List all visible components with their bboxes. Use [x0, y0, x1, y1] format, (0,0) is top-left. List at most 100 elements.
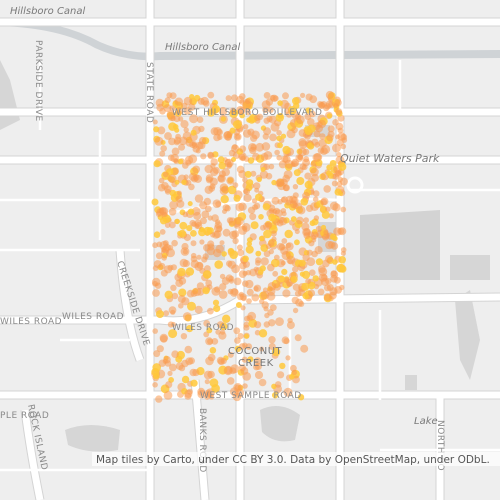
heat-dot — [200, 153, 207, 160]
heat-dot — [204, 205, 212, 213]
heat-dot — [268, 319, 276, 327]
heat-dot — [325, 100, 333, 108]
heat-dot — [235, 202, 245, 212]
heat-dot — [163, 310, 170, 317]
heat-dot — [202, 287, 210, 295]
heat-dot — [224, 158, 234, 168]
heat-dot — [233, 277, 242, 286]
heat-dot — [338, 162, 347, 171]
heat-dot — [268, 208, 275, 214]
heat-dot — [305, 93, 313, 101]
heat-dot — [281, 238, 288, 244]
heat-dot — [263, 306, 269, 312]
heat-dot — [302, 292, 310, 300]
heat-dot — [217, 174, 226, 183]
heat-dot — [284, 108, 290, 114]
label: WILES ROAD — [172, 323, 234, 333]
heat-dot — [237, 293, 244, 301]
heat-dot — [188, 103, 196, 111]
heat-dot — [216, 129, 223, 136]
heat-dot — [281, 268, 288, 275]
heat-dot — [251, 293, 260, 302]
heat-dot — [231, 144, 240, 153]
heat-dot — [207, 151, 214, 159]
heat-dot — [205, 356, 214, 366]
heat-dot — [326, 134, 334, 142]
heat-dot — [340, 247, 347, 253]
heat-dot — [281, 251, 291, 260]
heat-dot — [304, 172, 312, 180]
heat-dot — [321, 144, 331, 154]
heat-dot — [190, 240, 197, 247]
heat-dot — [206, 327, 213, 334]
heat-dot — [182, 312, 192, 321]
heat-dot — [169, 221, 176, 229]
heat-dot — [203, 197, 212, 206]
heat-dot — [226, 260, 233, 267]
heat-dot — [243, 124, 249, 130]
heat-dot — [227, 185, 237, 195]
heat-dot — [160, 145, 167, 152]
heat-dot — [165, 381, 173, 389]
heat-dot — [173, 158, 179, 164]
heat-dot — [207, 91, 215, 99]
heat-dot — [339, 265, 347, 273]
heat-dot — [242, 255, 249, 263]
heat-dot — [222, 228, 231, 237]
heat-dot — [163, 243, 171, 252]
heat-dot — [273, 283, 281, 291]
heat-dot — [335, 155, 345, 165]
heat-dot — [158, 177, 165, 184]
heat-dot — [260, 257, 269, 266]
heat-dot — [254, 357, 262, 365]
heat-dot — [269, 133, 277, 142]
heat-dot — [318, 265, 326, 273]
heat-dot — [258, 235, 265, 242]
heat-dot — [179, 221, 188, 230]
heat-dot — [199, 239, 205, 245]
heat-dot — [223, 366, 233, 376]
heat-dot — [163, 104, 172, 113]
heat-dot — [190, 379, 198, 387]
heat-dot — [297, 154, 304, 161]
label: CREEK — [238, 358, 274, 369]
heat-dot — [305, 278, 311, 285]
heat-dot — [238, 343, 246, 350]
heat-dot — [221, 251, 227, 257]
heat-dot — [338, 255, 347, 264]
heat-dot — [196, 116, 204, 123]
label: WEST HILLSBORO BOULEVARD — [172, 108, 322, 118]
heat-dot — [198, 228, 207, 237]
heat-dot — [330, 270, 339, 279]
heat-dot — [159, 229, 166, 235]
heat-dot — [336, 181, 343, 187]
heat-dot — [276, 242, 285, 251]
heat-dot — [169, 200, 179, 210]
heat-dot — [203, 331, 210, 338]
heat-dot — [182, 249, 188, 255]
heat-dot — [279, 362, 286, 370]
heat-dot — [156, 208, 164, 216]
heat-dot — [236, 165, 245, 174]
label: Quiet Waters Park — [340, 152, 440, 165]
heat-dot — [246, 179, 254, 187]
heat-dot — [168, 306, 177, 314]
heat-dot — [187, 201, 193, 207]
heat-dot — [220, 195, 229, 204]
heat-dot — [255, 193, 263, 201]
heat-dot — [161, 255, 167, 261]
heat-dot — [306, 204, 314, 212]
heat-dot — [189, 368, 197, 377]
heat-dot — [157, 183, 166, 192]
heat-dot — [282, 92, 289, 100]
heat-dot — [271, 179, 277, 186]
heat-dot — [276, 135, 283, 142]
heat-dot — [329, 201, 339, 211]
heat-dot — [158, 262, 166, 270]
heat-dot — [296, 216, 304, 225]
heat-dot — [326, 164, 333, 171]
heat-dot — [219, 240, 225, 246]
heat-dot — [268, 213, 277, 222]
heat-dot — [337, 127, 344, 134]
heat-dot — [234, 337, 241, 344]
